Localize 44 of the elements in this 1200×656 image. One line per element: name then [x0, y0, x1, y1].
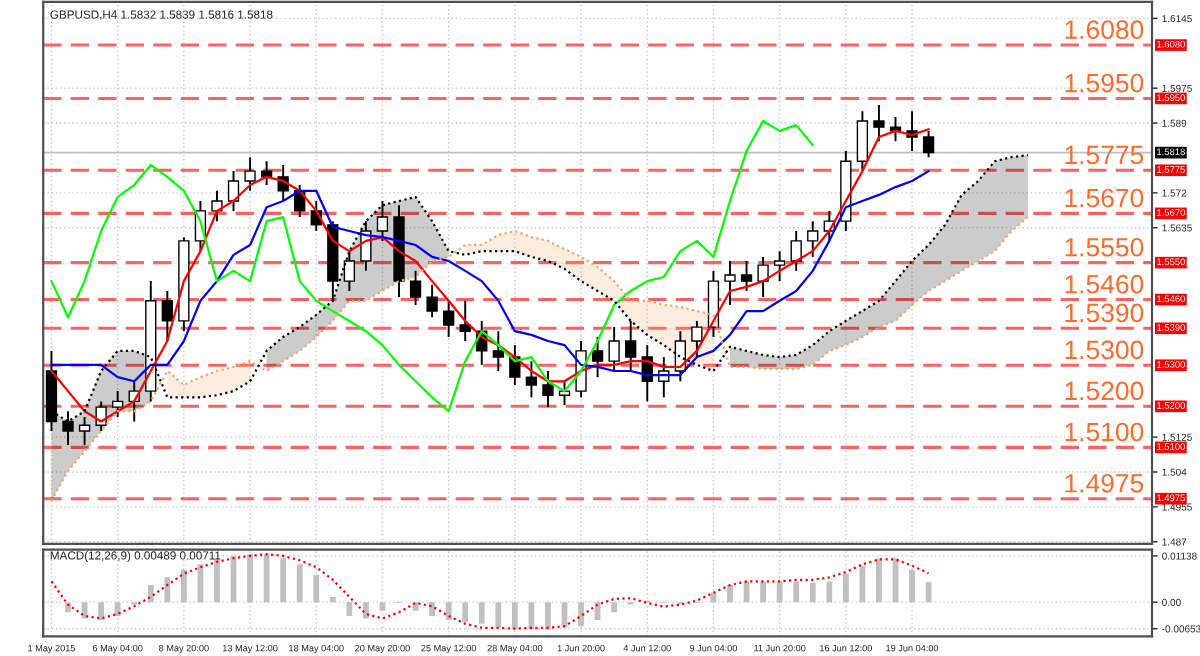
candlestick	[459, 299, 471, 343]
candlestick	[691, 319, 703, 359]
candlestick	[343, 250, 356, 292]
candlestick	[740, 260, 753, 292]
candlestick	[78, 416, 91, 446]
candlestick	[211, 189, 223, 223]
candlestick	[807, 220, 819, 258]
text: 1.5950	[1065, 73, 1144, 93]
candlestick	[724, 260, 736, 306]
candlestick	[542, 370, 554, 409]
text: 1.5390	[1065, 303, 1144, 323]
candlestick	[442, 299, 455, 338]
candlestick	[376, 200, 389, 242]
text: 1.5100	[1065, 422, 1144, 442]
line-series	[50, 553, 930, 630]
candlestick	[608, 326, 620, 372]
candlestick	[227, 170, 240, 212]
candlestick	[856, 110, 869, 173]
candlestick	[426, 283, 438, 319]
candlestick	[773, 250, 786, 283]
text: 1.5670	[1065, 188, 1144, 208]
candlestick	[492, 330, 504, 372]
candlestick	[161, 289, 173, 343]
candlestick	[558, 380, 571, 407]
candlestick	[625, 319, 637, 372]
text: 1.4975	[1065, 473, 1144, 493]
candlestick	[790, 230, 802, 272]
line-series	[50, 119, 814, 413]
line-series	[50, 215, 1029, 502]
candlestick	[260, 160, 273, 187]
candlestick	[591, 335, 604, 379]
candlestick	[922, 129, 935, 159]
candlestick	[873, 104, 885, 143]
text: 1.6080	[1065, 20, 1144, 40]
text: 1.5460	[1065, 274, 1144, 294]
candlestick	[757, 255, 769, 299]
candlestick	[244, 156, 256, 192]
text: 1.5550	[1065, 237, 1144, 257]
candlestick	[409, 269, 422, 306]
candlestick	[525, 360, 538, 399]
text: 1.5775	[1065, 145, 1144, 165]
candlestick	[112, 390, 124, 418]
text: 1.5300	[1065, 340, 1144, 360]
text: 1.5200	[1065, 381, 1144, 401]
